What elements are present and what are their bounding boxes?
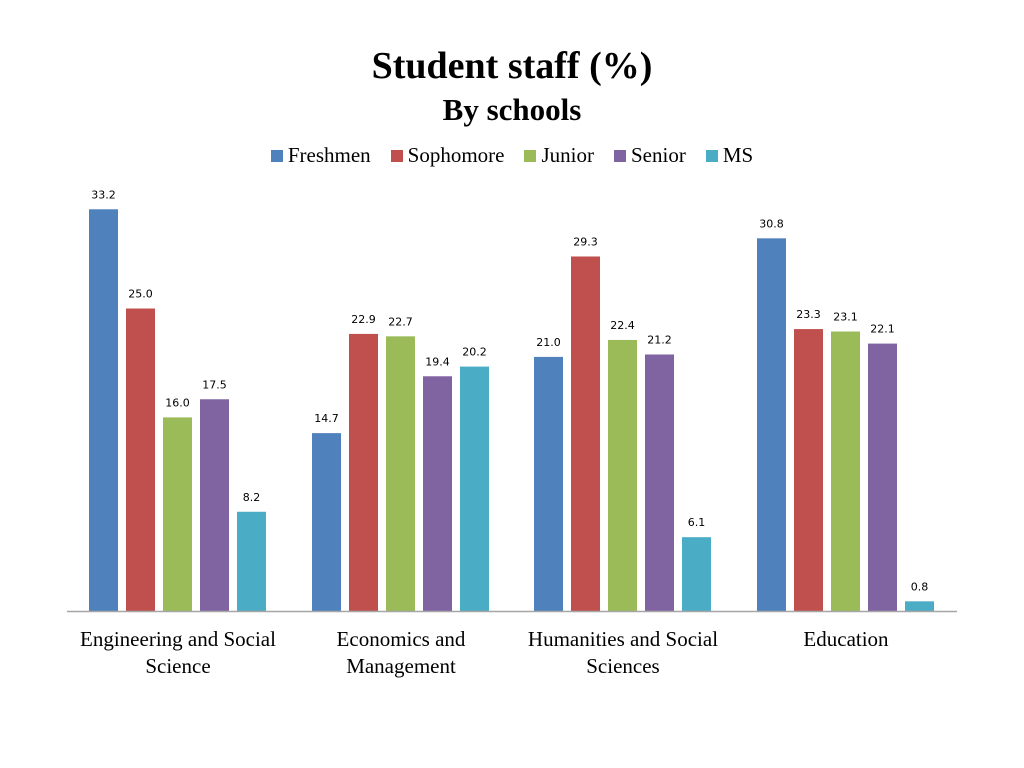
bar-engineering-junior [163, 417, 192, 611]
legend-label-senior: Senior [630, 143, 686, 167]
legend-label-junior: Junior [541, 143, 594, 167]
data-label-economics-junior: 22.7 [388, 315, 413, 328]
bar-engineering-freshmen [89, 209, 118, 611]
category-label-engineering: Engineering and Social Science [80, 627, 276, 678]
bar-economics-senior [423, 376, 452, 611]
bar-economics-ms [460, 366, 489, 611]
legend-swatch-freshmen [270, 149, 283, 162]
bar-economics-freshmen [312, 433, 341, 611]
data-label-economics-ms: 20.2 [462, 346, 487, 359]
data-label-economics-freshmen: 14.7 [314, 412, 339, 425]
legend-item-senior: Senior [613, 143, 686, 168]
data-label-engineering-sophomore: 25.0 [128, 288, 153, 301]
data-label-humanities-ms: 6.1 [688, 516, 706, 529]
data-label-education-ms: 0.8 [911, 580, 929, 593]
data-label-humanities-sophomore: 29.3 [573, 235, 598, 248]
data-label-engineering-freshmen: 33.2 [91, 188, 116, 201]
category-label-education: Education [803, 627, 889, 651]
data-label-engineering-ms: 8.2 [243, 491, 261, 504]
data-label-humanities-junior: 22.4 [610, 319, 635, 332]
data-label-education-senior: 22.1 [870, 323, 895, 336]
data-label-education-freshmen: 30.8 [759, 217, 784, 230]
chart-subtitle: By schools [442, 92, 582, 127]
legend-label-sophomore: Sophomore [407, 143, 505, 167]
bar-economics-sophomore [349, 333, 378, 611]
bar-education-junior [831, 331, 860, 611]
bar-humanities-sophomore [571, 256, 600, 611]
bar-engineering-sophomore [126, 308, 155, 611]
bar-education-sophomore [794, 329, 823, 611]
legend-swatch-ms [705, 149, 718, 162]
data-label-education-sophomore: 23.3 [796, 308, 821, 321]
legend-swatch-junior [524, 149, 537, 162]
bar-education-senior [868, 343, 897, 611]
bar-humanities-senior [645, 354, 674, 611]
legend-swatch-sophomore [390, 149, 403, 162]
bar-humanities-ms [682, 537, 711, 611]
data-label-engineering-senior: 17.5 [202, 378, 227, 391]
legend-item-sophomore: Sophomore [390, 143, 505, 168]
legend-label-freshmen: Freshmen [287, 143, 371, 167]
legend-item-junior: Junior [524, 143, 594, 168]
legend-label-ms: MS [722, 143, 754, 167]
bar-education-ms [905, 601, 934, 611]
bar-engineering-senior [200, 399, 229, 611]
legend-swatch-senior [613, 149, 626, 162]
category-label-economics: Economics and Management [336, 627, 466, 678]
data-label-economics-sophomore: 22.9 [351, 313, 376, 326]
chart-title: Student staff (%) [371, 45, 653, 87]
legend: Freshmen Sophomore Junior Senior MS [0, 143, 1024, 168]
data-label-humanities-freshmen: 21.0 [536, 336, 561, 349]
bar-economics-junior [386, 336, 415, 611]
category-label-humanities: Humanities and Social Sciences [527, 627, 719, 678]
legend-item-freshmen: Freshmen [270, 143, 371, 168]
data-label-economics-senior: 19.4 [425, 355, 450, 368]
bar-education-freshmen [757, 238, 786, 611]
bar-humanities-junior [608, 339, 637, 611]
data-label-education-junior: 23.1 [833, 310, 858, 323]
data-label-humanities-senior: 21.2 [647, 333, 672, 346]
data-label-engineering-junior: 16.0 [165, 396, 190, 409]
legend-item-ms: MS [705, 143, 754, 168]
bar-engineering-ms [237, 511, 266, 611]
bar-humanities-freshmen [534, 356, 563, 611]
